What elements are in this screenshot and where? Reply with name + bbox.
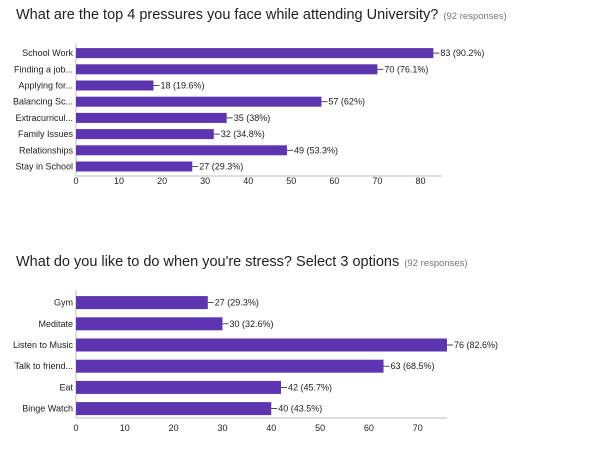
bar	[76, 317, 223, 331]
response-count: (92 responses)	[443, 11, 507, 22]
data-label: 18 (19.6%)	[161, 81, 205, 91]
data-label: 35 (38%)	[234, 113, 271, 123]
category-label: School Work	[22, 48, 73, 58]
bar	[76, 161, 193, 172]
x-tick-label: 30	[217, 423, 227, 433]
x-tick-label: 40	[266, 423, 276, 433]
x-tick-label: 60	[364, 423, 374, 433]
data-label: 40 (43.5%)	[278, 404, 322, 414]
bar	[76, 145, 287, 156]
x-tick-label: 40	[243, 176, 253, 186]
x-tick-label: 70	[413, 423, 423, 433]
data-label: 27 (29.3%)	[215, 298, 259, 308]
x-tick-label: 60	[329, 176, 339, 186]
category-label: Gym	[54, 298, 73, 308]
bar	[76, 359, 384, 373]
bar	[76, 64, 378, 75]
category-label: Meditate	[38, 319, 73, 329]
x-tick-label: 0	[73, 423, 78, 433]
data-label: 70 (76.1%)	[384, 64, 428, 74]
bar	[76, 402, 272, 416]
response-count: (92 responses)	[404, 258, 468, 269]
bar	[76, 296, 208, 310]
bar	[76, 80, 154, 91]
chart-title-row: What do you like to do when you're stres…	[16, 253, 468, 271]
bar	[76, 129, 214, 140]
x-tick-label: 20	[157, 176, 167, 186]
data-label: 57 (62%)	[328, 97, 365, 107]
x-tick-label: 80	[415, 176, 425, 186]
chart-title: What do you like to do when you're stres…	[16, 254, 400, 270]
x-tick-label: 20	[169, 423, 179, 433]
data-label: 49 (53.3%)	[294, 145, 338, 155]
data-label: 42 (45.7%)	[288, 382, 332, 392]
data-label: 27 (29.3%)	[199, 162, 243, 172]
data-label: 32 (34.8%)	[221, 129, 265, 139]
bar	[76, 48, 434, 59]
bar	[76, 338, 447, 352]
data-label: 83 (90.2%)	[440, 48, 484, 58]
x-tick-label: 0	[73, 176, 78, 186]
x-tick-label: 70	[372, 176, 382, 186]
category-label: Relationships	[19, 145, 74, 155]
pressures-bar-chart: 0 10 20 30 40 50 60 70 80 School Work 83 (90.2%) Fi…	[13, 43, 484, 186]
category-label: Balancing Sc...	[13, 97, 73, 107]
bar	[76, 96, 322, 107]
x-tick-label: 10	[120, 423, 130, 433]
chart-title-row: What are the top 4 pressures you face wh…	[16, 6, 507, 24]
category-label: Binge Watch	[22, 404, 73, 414]
category-label: Extracurricul...	[15, 113, 73, 123]
data-label: 63 (68.5%)	[391, 361, 435, 371]
x-tick-label: 50	[315, 423, 325, 433]
category-label: Finding a job...	[14, 64, 73, 74]
x-tick-label: 10	[114, 176, 124, 186]
category-label: Stay in School	[15, 162, 73, 172]
category-label: Talk to friend...	[14, 361, 73, 371]
category-label: Listen to Music	[13, 340, 74, 350]
category-label: Family Issues	[18, 129, 74, 139]
data-label: 30 (32.6%)	[229, 319, 273, 329]
bar	[76, 380, 282, 394]
x-tick-label: 50	[286, 176, 296, 186]
x-tick-label: 30	[200, 176, 210, 186]
category-label: Applying for...	[18, 81, 73, 91]
chart-title: What are the top 4 pressures you face wh…	[16, 7, 439, 23]
data-label: 76 (82.6%)	[454, 340, 498, 350]
category-label: Eat	[59, 382, 73, 392]
bar	[76, 112, 227, 123]
